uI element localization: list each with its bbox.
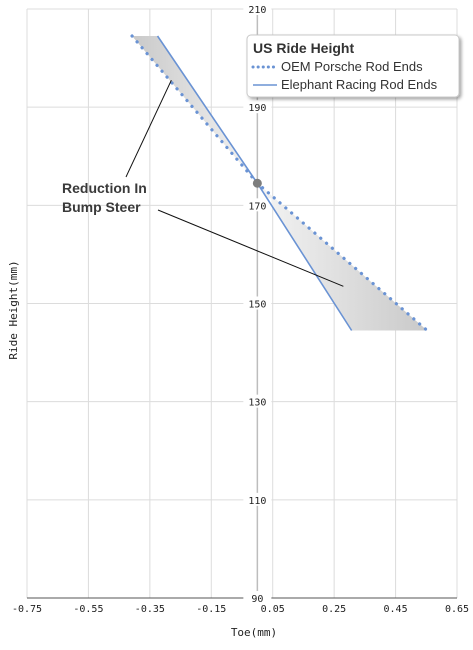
y-axis-label: Ride Height(mm) [7,260,20,359]
y-tick-bg-0 [243,591,272,604]
shade-region-top [132,35,258,184]
annotation-pointer-bottom [157,209,344,287]
y-tick-bg-5 [243,100,272,114]
y-tick-label-1: 110 [248,496,266,507]
shade-region-bottom [257,183,428,331]
x-tick-label-6: 0.45 [384,604,408,615]
x-tick-label-5: 0.25 [322,604,346,615]
x-axis-label: Toe(mm) [231,626,277,639]
y-tick-labels: 90 110 130 150 170 190 210 [243,2,272,605]
y-tick-bg-3 [243,296,272,310]
x-tick-label-3: -0.15 [196,604,226,615]
series [130,34,429,333]
annotation-line-2: Bump Steer [62,199,141,215]
legend-box [246,34,460,98]
y-tick-bg-2 [243,394,272,408]
y-tick-label-3: 150 [248,300,266,311]
x-tick-label-2: -0.35 [135,604,165,615]
y-tick-label-4: 170 [248,201,266,212]
x-tick-labels: -0.75 -0.55 -0.35 -0.15 0.05 0.25 0.45 0.65 [12,604,469,615]
x-tick-label-7: 0.65 [445,604,469,615]
annotation: Reduction In Bump Steer [62,79,344,287]
legend-title: US Ride Height [253,40,354,56]
y-tick-label-6: 210 [248,5,266,16]
annotation-pointer-top [125,79,172,178]
y-tick-bg-6 [243,2,272,15]
y-tick-bg-1 [243,492,272,506]
x-tick-label-4: 0.05 [261,604,285,615]
crossing-point-marker [252,178,262,188]
legend: US Ride Height OEM Porsche Rod Ends Elep… [246,34,460,98]
legend-entry-elephant: Elephant Racing Rod Ends [281,77,438,92]
y-tick-bg-4 [243,198,272,212]
x-tick-label-0: -0.75 [12,604,42,615]
x-tick-label-1: -0.55 [73,604,103,615]
y-tick-label-0: 90 [251,594,263,605]
y-tick-label-5: 190 [248,103,266,114]
y-tick-label-2: 130 [248,398,266,409]
annotation-line-1: Reduction In [62,180,147,196]
legend-entry-oem: OEM Porsche Rod Ends [281,59,423,74]
